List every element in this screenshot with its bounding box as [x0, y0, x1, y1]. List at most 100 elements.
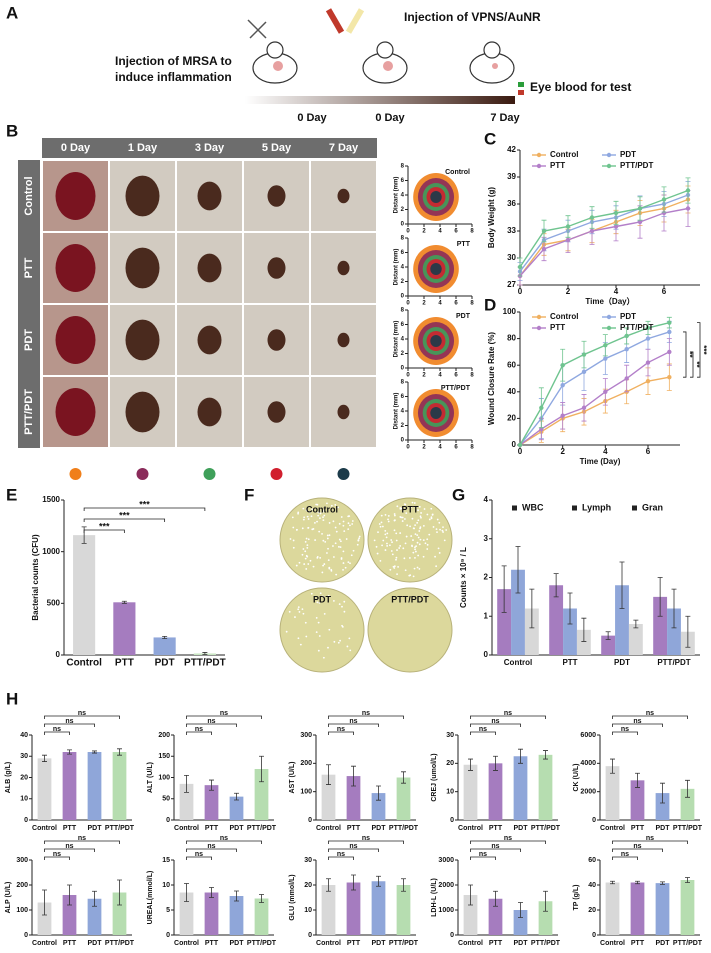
x-tick-label: PTT — [205, 940, 219, 947]
header-band — [42, 138, 377, 158]
y-tick-label: 27 — [507, 280, 516, 289]
y-tick-label: 15 — [162, 857, 170, 864]
colony — [405, 512, 408, 514]
wound — [197, 253, 222, 283]
colony — [430, 517, 433, 520]
colony — [438, 552, 441, 554]
significance-label: ** — [692, 361, 701, 368]
colony — [289, 538, 292, 540]
y-axis-label: Bacterial counts (CFU) — [31, 534, 40, 621]
blood-tube — [518, 82, 524, 87]
wound — [267, 329, 286, 351]
bar — [87, 898, 102, 935]
colony — [302, 507, 305, 510]
error-bar — [633, 619, 639, 629]
colony — [404, 542, 407, 545]
y-axis-label: ALT (U/L) — [147, 762, 154, 793]
row-band — [18, 160, 40, 448]
column-header: 3 Day — [195, 142, 225, 154]
x-tick-label: 8 — [470, 445, 474, 451]
colony — [306, 544, 309, 546]
x-tick-label: 2 — [422, 373, 426, 379]
y-axis-label: TP (g/L) — [573, 885, 580, 911]
colony — [414, 533, 417, 536]
colony — [319, 517, 321, 520]
colony — [305, 568, 308, 570]
y-axis-label: UREAL(mmol/L) — [147, 871, 154, 925]
bracket — [186, 848, 237, 852]
marker — [581, 369, 587, 375]
y-tick-label: 10 — [20, 796, 28, 803]
column-header: 1 Day — [128, 142, 158, 154]
colony — [338, 522, 341, 525]
colony — [399, 545, 402, 547]
error-bar — [234, 792, 239, 801]
colony — [342, 524, 345, 527]
legend-marker — [606, 325, 612, 331]
y-tick-label: 100 — [158, 774, 170, 781]
syringe — [247, 19, 267, 39]
error-bar — [543, 890, 548, 912]
colony — [308, 511, 311, 514]
bracket-label: ns — [207, 843, 215, 850]
colony — [332, 600, 335, 602]
y-axis-label: GLU (mmol/L) — [289, 874, 296, 920]
colony — [342, 520, 345, 523]
y-tick-label: 6 — [401, 250, 405, 256]
bracket — [83, 507, 206, 511]
colony — [322, 519, 325, 522]
colony — [422, 539, 425, 542]
error-bar — [685, 877, 690, 883]
colony — [395, 532, 398, 535]
colony — [330, 504, 333, 507]
y-axis-label: LDH-L (U/L) — [431, 878, 438, 917]
colony — [340, 557, 343, 559]
colony — [299, 643, 302, 646]
y-tick-label: 100 — [503, 307, 517, 316]
bracket — [612, 715, 688, 719]
colony — [400, 516, 403, 519]
mouse-head — [483, 41, 501, 59]
panel-label: H — [6, 689, 18, 708]
bracket-label: ns — [504, 835, 512, 842]
colony — [398, 547, 401, 549]
x-tick-label: PTT — [631, 940, 645, 947]
colony — [379, 525, 382, 528]
colony — [428, 518, 431, 521]
colony — [318, 530, 321, 533]
bar — [229, 796, 244, 820]
legend-label: PTT — [550, 323, 565, 332]
y-tick-label: 4 — [401, 193, 405, 199]
y-axis-label: AST (U/L) — [289, 762, 296, 794]
y-tick-label: 20 — [507, 414, 516, 423]
colony — [401, 520, 404, 522]
bracket — [44, 731, 70, 735]
bracket — [186, 856, 212, 860]
significance-label: ** — [685, 351, 694, 358]
colony — [306, 515, 309, 518]
bracket — [612, 840, 688, 844]
error-bar — [42, 754, 47, 762]
colony — [347, 515, 350, 518]
bar — [655, 883, 670, 935]
y-tick-label: 200 — [300, 760, 312, 767]
colony — [295, 564, 298, 567]
marker — [603, 343, 608, 348]
colony — [304, 621, 307, 624]
x-tick-label: PTT — [347, 940, 361, 947]
colony — [314, 539, 317, 541]
legend-marker — [536, 325, 542, 331]
colony — [378, 523, 381, 525]
bar — [605, 882, 620, 935]
y-tick-label: 10 — [446, 789, 454, 796]
error-bar — [376, 785, 381, 801]
colony — [345, 538, 348, 540]
colony — [319, 592, 322, 595]
x-tick-label: PDT — [230, 825, 245, 832]
bracket-label: ns — [65, 843, 73, 850]
line — [519, 321, 670, 446]
bracket — [328, 840, 404, 844]
error-bar — [184, 883, 189, 902]
marker — [667, 329, 672, 335]
colony — [334, 504, 337, 506]
